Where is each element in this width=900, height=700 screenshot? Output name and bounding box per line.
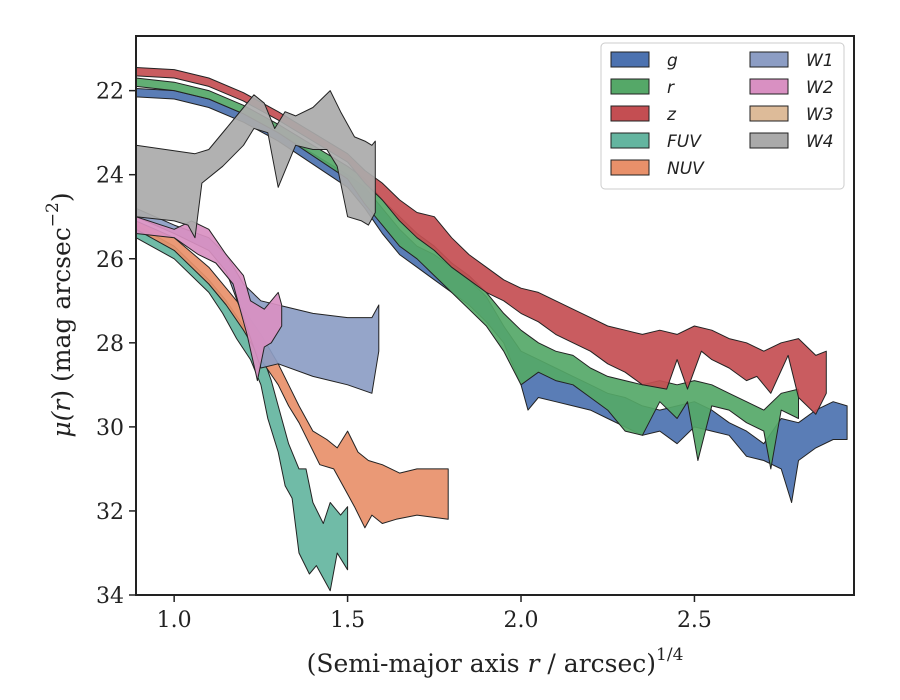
legend: grz FUV NUV W1 W2 W3 W4 [600,42,845,190]
plot-frame [135,35,855,596]
legend-swatch-fuv [610,132,650,149]
y-axis-label: μ(r) (mag arcsec−2) [43,192,76,437]
series-layer [136,67,848,592]
x-tick-label: 1.5 [330,608,365,633]
y-tick-label: 22 [96,80,124,105]
legend-swatch-w4 [749,132,789,149]
x-axis-label: (Semi-major axis r / arcsec)1/4 [307,645,684,678]
legend-swatch-z [610,105,650,122]
legend-label-w2: W2 [806,78,834,98]
x-tick-label: 2.5 [677,608,712,633]
y-tick-label: 30 [96,416,124,441]
y-tick-label: 26 [96,248,124,273]
series-band-w2 [136,216,283,382]
y-tick-label: 34 [96,584,124,609]
legend-swatch-nuv [610,159,650,176]
legend-label-w4: W4 [806,132,834,152]
legend-swatch-g [610,51,650,68]
legend-label-g: g [667,51,678,71]
legend-swatch-w1 [749,51,789,68]
series-band-nuv [136,220,449,529]
x-tick-label: 2.0 [504,608,539,633]
x-tick-label: 1.0 [157,608,192,633]
legend-label-fuv: FUV [667,132,702,152]
legend-swatch-w2 [749,78,789,95]
legend-swatch-r [610,78,650,95]
y-tick-label: 28 [96,332,124,357]
legend-label-r: r [667,78,675,98]
y-tick-label: 32 [96,500,124,525]
legend-label-z: z [666,105,677,125]
legend-label-w3: W3 [806,105,834,125]
legend-label-nuv: NUV [667,159,705,179]
x-axis: 1.0 1.5 2.0 2.5 [157,595,712,633]
series-band-w4 [136,90,376,239]
series-band-z [136,67,827,415]
y-axis: 22 24 26 28 30 32 34 [96,80,136,609]
y-tick-label: 24 [96,164,124,189]
legend-swatch-w3 [749,105,789,122]
legend-label-w1: W1 [806,51,834,71]
